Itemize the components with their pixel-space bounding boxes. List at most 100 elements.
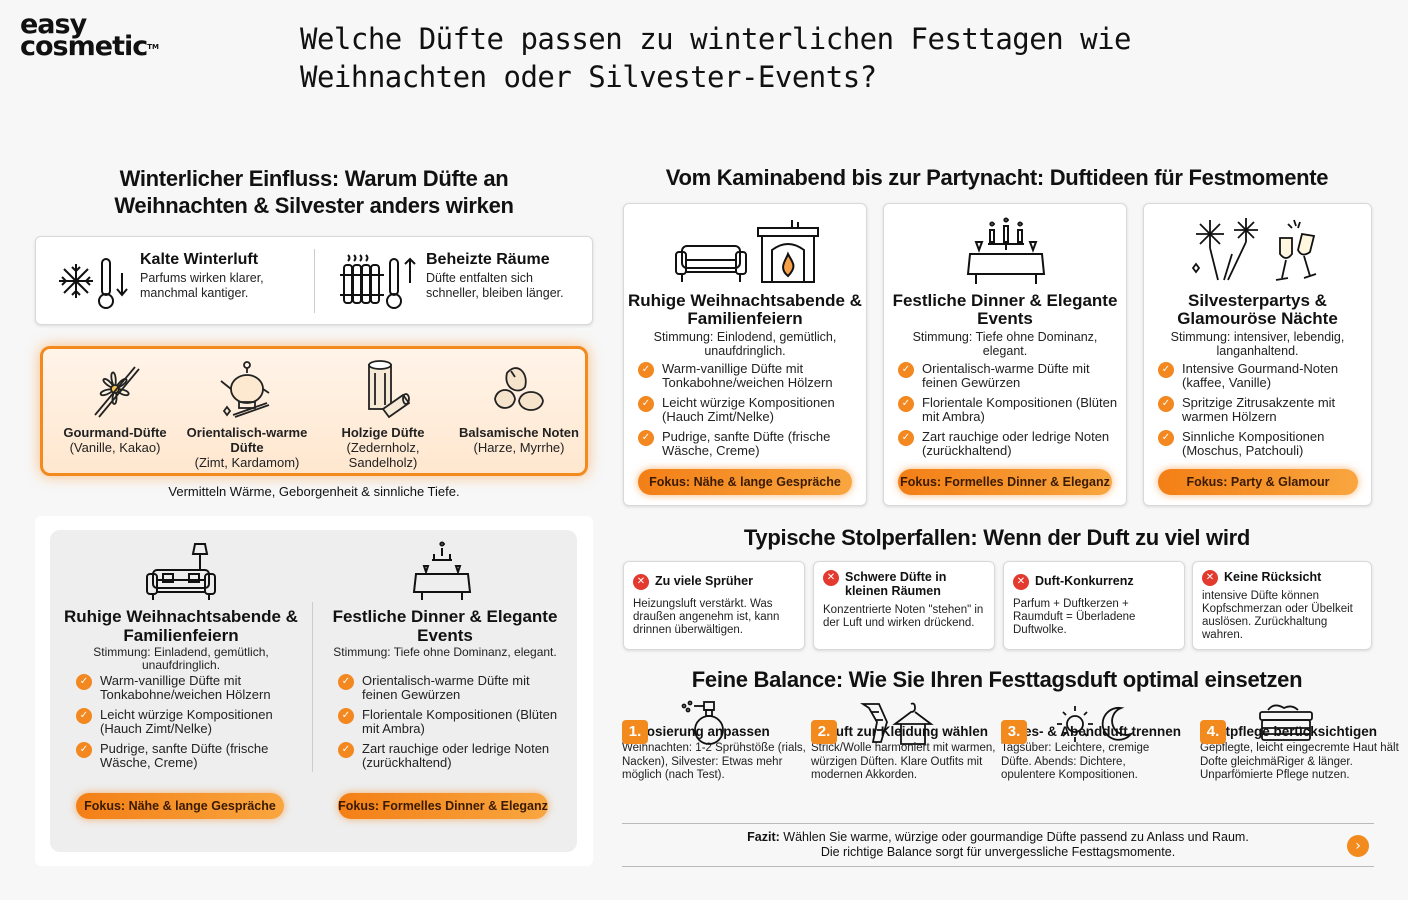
focus-pill-dinner: Fokus: Formelles Dinner & Eleganz: [898, 469, 1112, 495]
note-sub-oriental: (Zimt, Kardamom): [194, 455, 300, 470]
dinner-table-icon: [410, 540, 474, 607]
event-card-party: Silvesterpartys & Glamouröse Nächte Stim…: [1143, 203, 1372, 506]
check-icon: ✓: [338, 674, 354, 690]
fazit-label: Fazit:: [747, 830, 780, 844]
list-item: ✓ Leicht würzige Kompositionen (Hauch Zim…: [638, 396, 858, 424]
note-oriental: Orientalisch-warme Düfte (Zimt, Kardamom…: [177, 359, 317, 470]
next-arrow-button[interactable]: ›: [1347, 835, 1369, 857]
check-icon: ✓: [338, 708, 354, 724]
error-x-icon: ✕: [633, 574, 649, 590]
check-icon: ✓: [1158, 430, 1174, 446]
pitfall-title: Keine Rücksicht: [1224, 570, 1322, 584]
pitfall-card: ✕ Schwere Düfte in kleinen Räumen Konzent…: [813, 561, 995, 650]
pitfall-desc: Parfum + Duftkerzen + Raumduft = Überlad…: [1013, 598, 1136, 636]
pitfall-title: Zu viele Sprüher: [655, 574, 753, 588]
climate-title-cold: Kalte Winterluft: [140, 251, 259, 268]
error-x-icon: ✕: [1202, 570, 1218, 586]
check-icon: ✓: [76, 708, 92, 724]
check-icon: ✓: [1158, 362, 1174, 378]
resin-stones-icon: [449, 359, 589, 419]
focus-pill-party: Fokus: Party & Glamour: [1158, 469, 1358, 495]
note-gourmand: Gourmand-Düfte (Vanille, Kakao): [45, 359, 185, 455]
step-number: 2.: [811, 720, 837, 744]
error-x-icon: ✕: [1013, 574, 1029, 590]
brand-wordmark: cosmetic: [20, 31, 148, 62]
lower-list-dinner: ✓ Orientalisch-warme Düfte mit feinen Gew…: [338, 674, 566, 776]
event-title-dinner: Festliche Dinner & Elegante Events: [892, 291, 1118, 328]
check-icon: ✓: [638, 396, 654, 412]
divider: [312, 602, 313, 772]
list-item: ✓ Pudrige, sanfte Düfte (frische Wäsche, …: [76, 742, 302, 770]
step-number: 1.: [622, 720, 648, 744]
climate-card: Kalte Winterluft Parfums wirken klarer, …: [35, 236, 593, 325]
step-title: 2. Duft zur Kleidung wählen: [811, 724, 989, 739]
note-woody: Holzige Düfte (Zedernholz, Sandelholz): [313, 359, 453, 470]
check-icon: ✓: [898, 396, 914, 412]
list-item: ✓ Leicht würzige Kompositionen (Hauch Zim…: [76, 708, 302, 736]
list-item: ✓ Florientale Kompositionen (Blüten mit A…: [338, 708, 566, 736]
list-item: ✓ Warm-vanillige Düfte mit Tonkabohne/wei…: [76, 674, 302, 702]
brand-line-2: cosmeticTM: [20, 33, 159, 60]
check-icon: ✓: [76, 674, 92, 690]
pitfalls-heading: Typische Stolperfallen: Wenn der Duft zu…: [743, 525, 1251, 550]
focus-pill-dinner: Fokus: Formelles Dinner & Eleganz: [338, 793, 548, 819]
scent-notes-box: Gourmand-Düfte (Vanille, Kakao) Oriental…: [40, 346, 588, 476]
pitfall-title: Duft-Konkurrenz: [1035, 574, 1134, 588]
list-item: ✓ Sinnliche Kompositionen (Moschus, Patch…: [1158, 430, 1363, 458]
event-list-dinner: ✓ Orientalisch-warme Düfte mit feinen Gew…: [898, 362, 1118, 464]
event-card-dinner: Festliche Dinner & Elegante Events Stimm…: [883, 203, 1127, 506]
balance-step: 1. 1. Dosierung anpassen Weihnachten: 1-…: [622, 700, 812, 783]
sun-moon-icon: [1055, 704, 1135, 749]
radiator-thermometer-icon: [340, 251, 420, 316]
list-item: ✓ Orientalisch-warme Düfte mit feinen Gew…: [898, 362, 1118, 390]
note-title-gourmand: Gourmand-Düfte: [63, 425, 167, 440]
list-item: ✓ Florientale Kompositionen (Blüten mit A…: [898, 396, 1118, 424]
list-item: ✓ Intensive Gourmand-Noten (kaffee, Vanil…: [1158, 362, 1363, 390]
lower-event-panel: Ruhige Weihnachtsabende & Familienfeiern…: [50, 530, 577, 852]
fazit-text-2: Die richtige Balance sorgt für unvergess…: [820, 845, 1176, 859]
step-desc: Tagsüber: Leichtere, cremige Düfte. Aben…: [1001, 742, 1150, 781]
brand-line-1: easy: [20, 9, 87, 40]
balance-step: 2. 2. Duft zur Kleidung wählen Strick/Wo…: [811, 700, 1001, 783]
list-item: ✓ Spritzige Zitrusakzente mit warmen Hölz…: [1158, 396, 1363, 424]
cream-jar-icon: [1254, 700, 1318, 751]
step-number: 3.: [1001, 720, 1027, 744]
pitfall-card: ✕ Keine Rücksicht intensive Düfte können …: [1192, 561, 1372, 650]
check-icon: ✓: [638, 362, 654, 378]
event-title-party: Silvesterpartys & Glamouröse Nächte: [1177, 291, 1338, 328]
fazit-text: Wählen Sie warme, würzige oder gourmandi…: [779, 830, 1249, 844]
oriental-lamp-icon: [177, 359, 317, 419]
step-title: Hautpflege berücksichtigen: [1200, 724, 1378, 739]
event-title-cozy: Ruhige Weihnachtsabende & Familienfeiern: [628, 291, 862, 328]
pitfall-desc: intensive Düfte können Kopfschmerzan ode…: [1202, 590, 1353, 641]
step-title: Tages- & Abendduft trennen: [1001, 724, 1181, 739]
climate-desc-heated: Düfte entfalten sich schneller, bleiben …: [426, 271, 564, 300]
event-mood-dinner: Stimmung: Tiefe ohne Dominanz, elegant.: [912, 330, 1098, 358]
lower-title-dinner: Festliche Dinner & Elegante Events: [332, 607, 558, 645]
pitfall-card: ✕ Duft-Konkurrenz Parfum + Duftkerzen + R…: [1003, 561, 1185, 650]
lower-mood-dinner: Stimmung: Tiefe ohne Dominanz, elegant.: [333, 645, 557, 659]
check-icon: ✓: [898, 430, 914, 446]
climate-title-heated: Beheizte Räume: [426, 251, 550, 268]
balance-step: 3. Tages- & Abendduft trennen Tagsüber: …: [1001, 700, 1181, 783]
pitfall-card: ✕ Zu viele Sprüher Heizungsluft verstärkt…: [623, 561, 805, 650]
scarf-hanger-icon: [859, 700, 935, 751]
event-card-cozy: Ruhige Weihnachtsabende & Familienfeiern…: [623, 203, 867, 506]
note-sub-woody: (Zedernholz, Sandelholz): [346, 440, 420, 470]
lower-list-cozy: ✓ Warm-vanillige Düfte mit Tonkabohne/wei…: [76, 674, 302, 776]
event-mood-cozy: Stimmung: Einlodend, gemütlich, unaufdri…: [653, 330, 837, 358]
right-heading: Vom Kaminabend bis zur Partynacht: Dufti…: [665, 165, 1329, 190]
perfume-spray-icon: [680, 700, 730, 751]
check-icon: ✓: [76, 742, 92, 758]
brand-logo: easy cosmeticTM: [20, 9, 159, 60]
note-balsamic: Balsamische Noten (Harze, Myrrhe): [449, 359, 589, 455]
lower-event-cozy: Ruhige Weihnachtsabende & Familienfeiern…: [50, 530, 312, 852]
list-item: ✓ Warm-vanillige Düfte mit Tonkabohne/wei…: [638, 362, 858, 390]
note-title-woody: Holzige Düfte: [341, 425, 425, 440]
step-desc: Weihnachten: 1-2 Sprühstöße (rials, Nack…: [622, 742, 806, 781]
fazit-summary: Fazit: Wählen Sie warme, würzige oder go…: [622, 823, 1374, 867]
fireworks-champagne-icon: [1188, 214, 1328, 291]
step-desc: Strick/Wolle harmoniert mit warmen, würz…: [811, 742, 996, 781]
sofa-fireplace-icon: [674, 216, 822, 291]
list-item: ✓ Orientalisch-warme Düfte mit feinen Gew…: [338, 674, 566, 702]
